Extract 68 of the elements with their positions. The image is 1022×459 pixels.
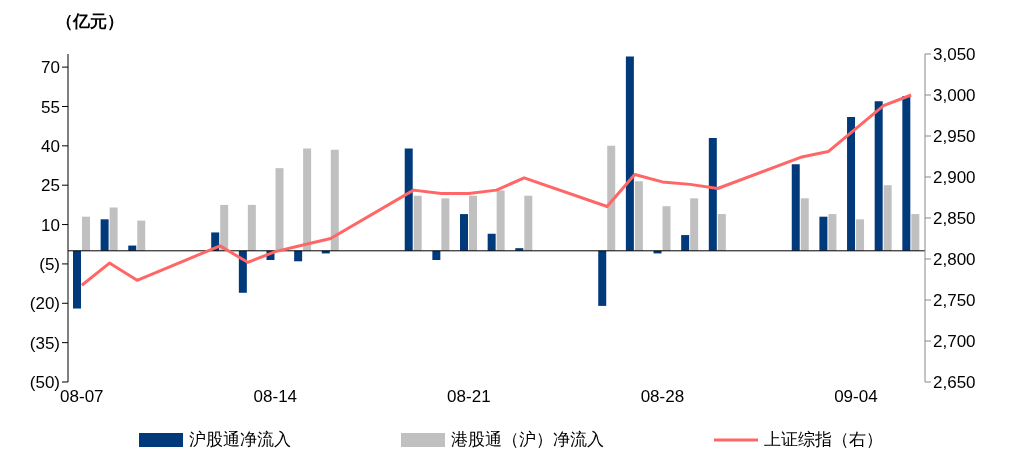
- bar: [607, 145, 616, 251]
- bar: [717, 214, 726, 251]
- y2-tick-label: 2,750: [933, 291, 976, 311]
- y2-tick-label: 2,700: [933, 332, 976, 352]
- bar: [496, 190, 505, 251]
- line-series: [80, 93, 913, 287]
- bar: [460, 214, 469, 251]
- x-tick-label: 09-04: [834, 387, 878, 407]
- bar: [625, 56, 634, 251]
- bar: [883, 185, 892, 251]
- bar: [404, 148, 413, 251]
- legend-label: 上证综指（右）: [764, 429, 883, 451]
- bar: [469, 195, 478, 251]
- bar: [81, 216, 90, 251]
- y-tick-label: (5): [39, 254, 60, 274]
- bar: [598, 250, 607, 306]
- bar: [856, 219, 865, 251]
- x-tick-label: 08-14: [253, 387, 298, 407]
- legend-label: 沪股通净流入: [189, 429, 291, 451]
- y-tick-label: (35): [29, 333, 60, 353]
- bar: [681, 235, 690, 251]
- y-tick-label: (50): [29, 373, 60, 393]
- bar: [303, 148, 312, 251]
- bar: [109, 207, 118, 251]
- bar: [800, 198, 809, 251]
- bar: [874, 101, 883, 251]
- bar: [690, 198, 699, 251]
- bar: [441, 198, 450, 251]
- y-tick-label: 70: [41, 58, 60, 78]
- bar: [487, 233, 496, 251]
- bar: [330, 149, 339, 251]
- y-tick-label: 10: [41, 215, 60, 235]
- x-tick-label: 08-21: [447, 387, 491, 407]
- bar: [275, 168, 284, 251]
- y-tick-label: 55: [41, 97, 60, 117]
- y2-tick-label: 2,950: [933, 127, 976, 147]
- x-tick-label: 08-28: [640, 387, 685, 407]
- y-tick-label: 25: [41, 176, 60, 196]
- bar: [819, 216, 828, 251]
- bar: [828, 214, 837, 251]
- y-tick-label: (20): [29, 294, 60, 314]
- y2-tick-label: 2,650: [933, 373, 976, 393]
- bar: [524, 195, 533, 251]
- bar: [662, 206, 671, 251]
- bar: [247, 204, 256, 251]
- y2-tick-label: 2,850: [933, 209, 976, 229]
- y2-tick-label: 3,000: [933, 86, 976, 106]
- y-axis-title: （亿元）: [56, 11, 124, 33]
- y2-tick-label: 2,800: [933, 250, 976, 270]
- bar: [72, 250, 81, 309]
- bar: [100, 219, 109, 251]
- x-tick-label: 08-07: [60, 387, 104, 407]
- y2-tick-label: 3,050: [933, 45, 976, 65]
- bar: [432, 250, 441, 260]
- bar: [220, 204, 229, 251]
- bar: [294, 250, 303, 262]
- bar: [634, 181, 643, 251]
- bar: [708, 137, 717, 251]
- bar: [238, 250, 247, 293]
- bar: [137, 220, 146, 251]
- bar: [911, 214, 920, 251]
- y2-tick-label: 2,900: [933, 168, 976, 188]
- bar: [902, 95, 911, 251]
- legend-label: 港股通（沪）净流入: [451, 429, 604, 451]
- bar: [413, 195, 422, 251]
- y-tick-label: 40: [41, 136, 60, 156]
- bar: [847, 116, 856, 251]
- bar: [791, 164, 800, 251]
